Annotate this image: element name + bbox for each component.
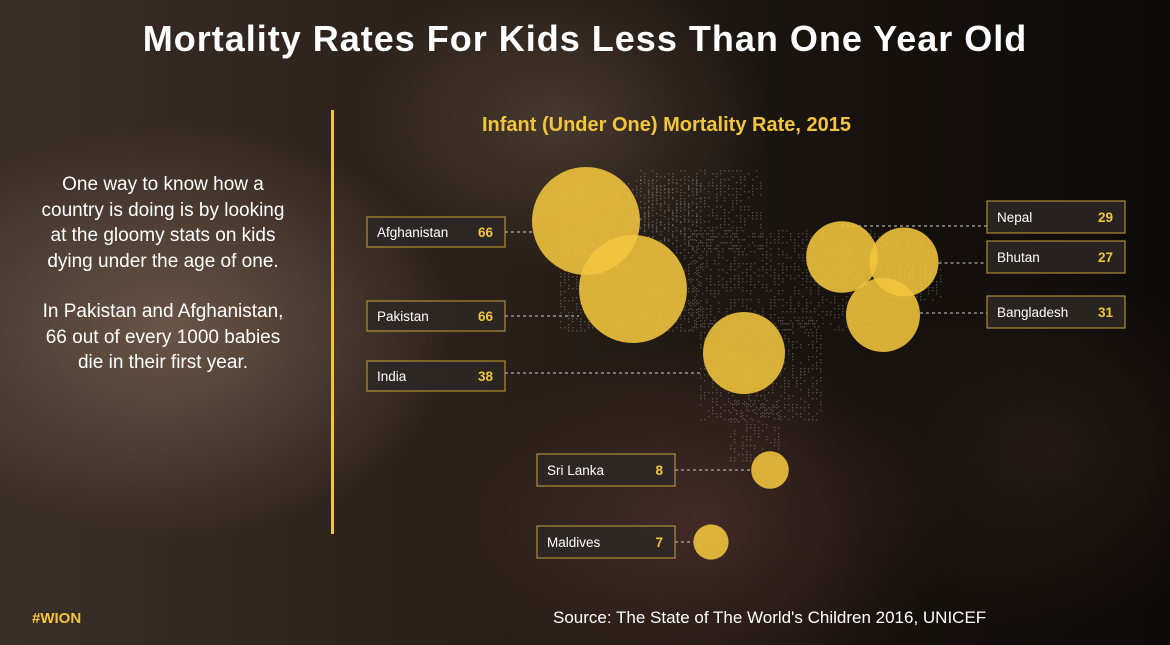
country-name-pakistan: Pakistan (377, 309, 429, 324)
page-title: Mortality Rates For Kids Less Than One Y… (142, 18, 1028, 59)
country-name-bangladesh: Bangladesh (997, 305, 1068, 320)
country-value-india: 38 (478, 369, 494, 384)
bubble-india (703, 312, 785, 394)
bubble-nepal (806, 221, 878, 293)
country-value-nepal: 29 (1098, 210, 1113, 225)
bubble-sri-lanka (751, 451, 789, 489)
country-value-pakistan: 66 (478, 309, 494, 324)
bubble-bangladesh (846, 278, 920, 352)
label-maldives: Maldives 7 (536, 525, 676, 559)
label-box-pakistan (366, 300, 506, 332)
bubble-maldives (693, 524, 729, 560)
label-box-bhutan (986, 240, 1126, 274)
country-name-sri-lanka: Sri Lanka (547, 463, 605, 478)
country-value-sri-lanka: 8 (655, 463, 663, 478)
label-sri-lanka: Sri Lanka 8 (536, 453, 676, 487)
leader-line-nepal (841, 221, 987, 227)
chart-title: Infant (Under One) Mortality Rate, 2015 (482, 114, 851, 136)
source-credit: Source: The State of The World's Childre… (553, 608, 987, 627)
wion-hashtag: #WION (32, 610, 82, 627)
country-name-bhutan: Bhutan (997, 250, 1040, 265)
country-name-nepal: Nepal (997, 210, 1032, 225)
country-name-afghanistan: Afghanistan (377, 225, 448, 240)
label-pakistan: Pakistan 66 (366, 300, 506, 332)
label-box-afghanistan (366, 216, 506, 248)
bubble-pakistan (579, 235, 687, 343)
country-value-bhutan: 27 (1098, 250, 1113, 265)
intro-paragraph-2: In Pakistan and Afghanistan, 66 out of e… (42, 301, 284, 373)
label-box-india (366, 360, 506, 392)
country-value-afghanistan: 66 (478, 225, 494, 240)
label-bhutan: Bhutan 27 (986, 240, 1126, 274)
label-box-sri-lanka (536, 453, 676, 487)
country-labels: Afghanistan 66 Pakistan 66 India 38 Nepal 29 Bhu… (366, 200, 1126, 559)
country-name-maldives: Maldives (547, 535, 601, 550)
label-bangladesh: Bangladesh 31 (986, 295, 1126, 329)
label-afghanistan: Afghanistan 66 (366, 216, 506, 248)
label-box-nepal (986, 200, 1126, 234)
country-name-india: India (377, 369, 407, 384)
intro-text: One way to know how a country is doing i… (40, 172, 286, 376)
label-nepal: Nepal 29 (986, 200, 1126, 234)
country-value-bangladesh: 31 (1098, 305, 1114, 320)
label-india: India 38 (366, 360, 506, 392)
label-box-maldives (536, 525, 676, 559)
bubbles (532, 167, 939, 560)
intro-paragraph-1: One way to know how a country is doing i… (41, 174, 285, 272)
label-box-bangladesh (986, 295, 1126, 329)
country-value-maldives: 7 (655, 535, 663, 550)
vertical-divider (331, 110, 334, 534)
